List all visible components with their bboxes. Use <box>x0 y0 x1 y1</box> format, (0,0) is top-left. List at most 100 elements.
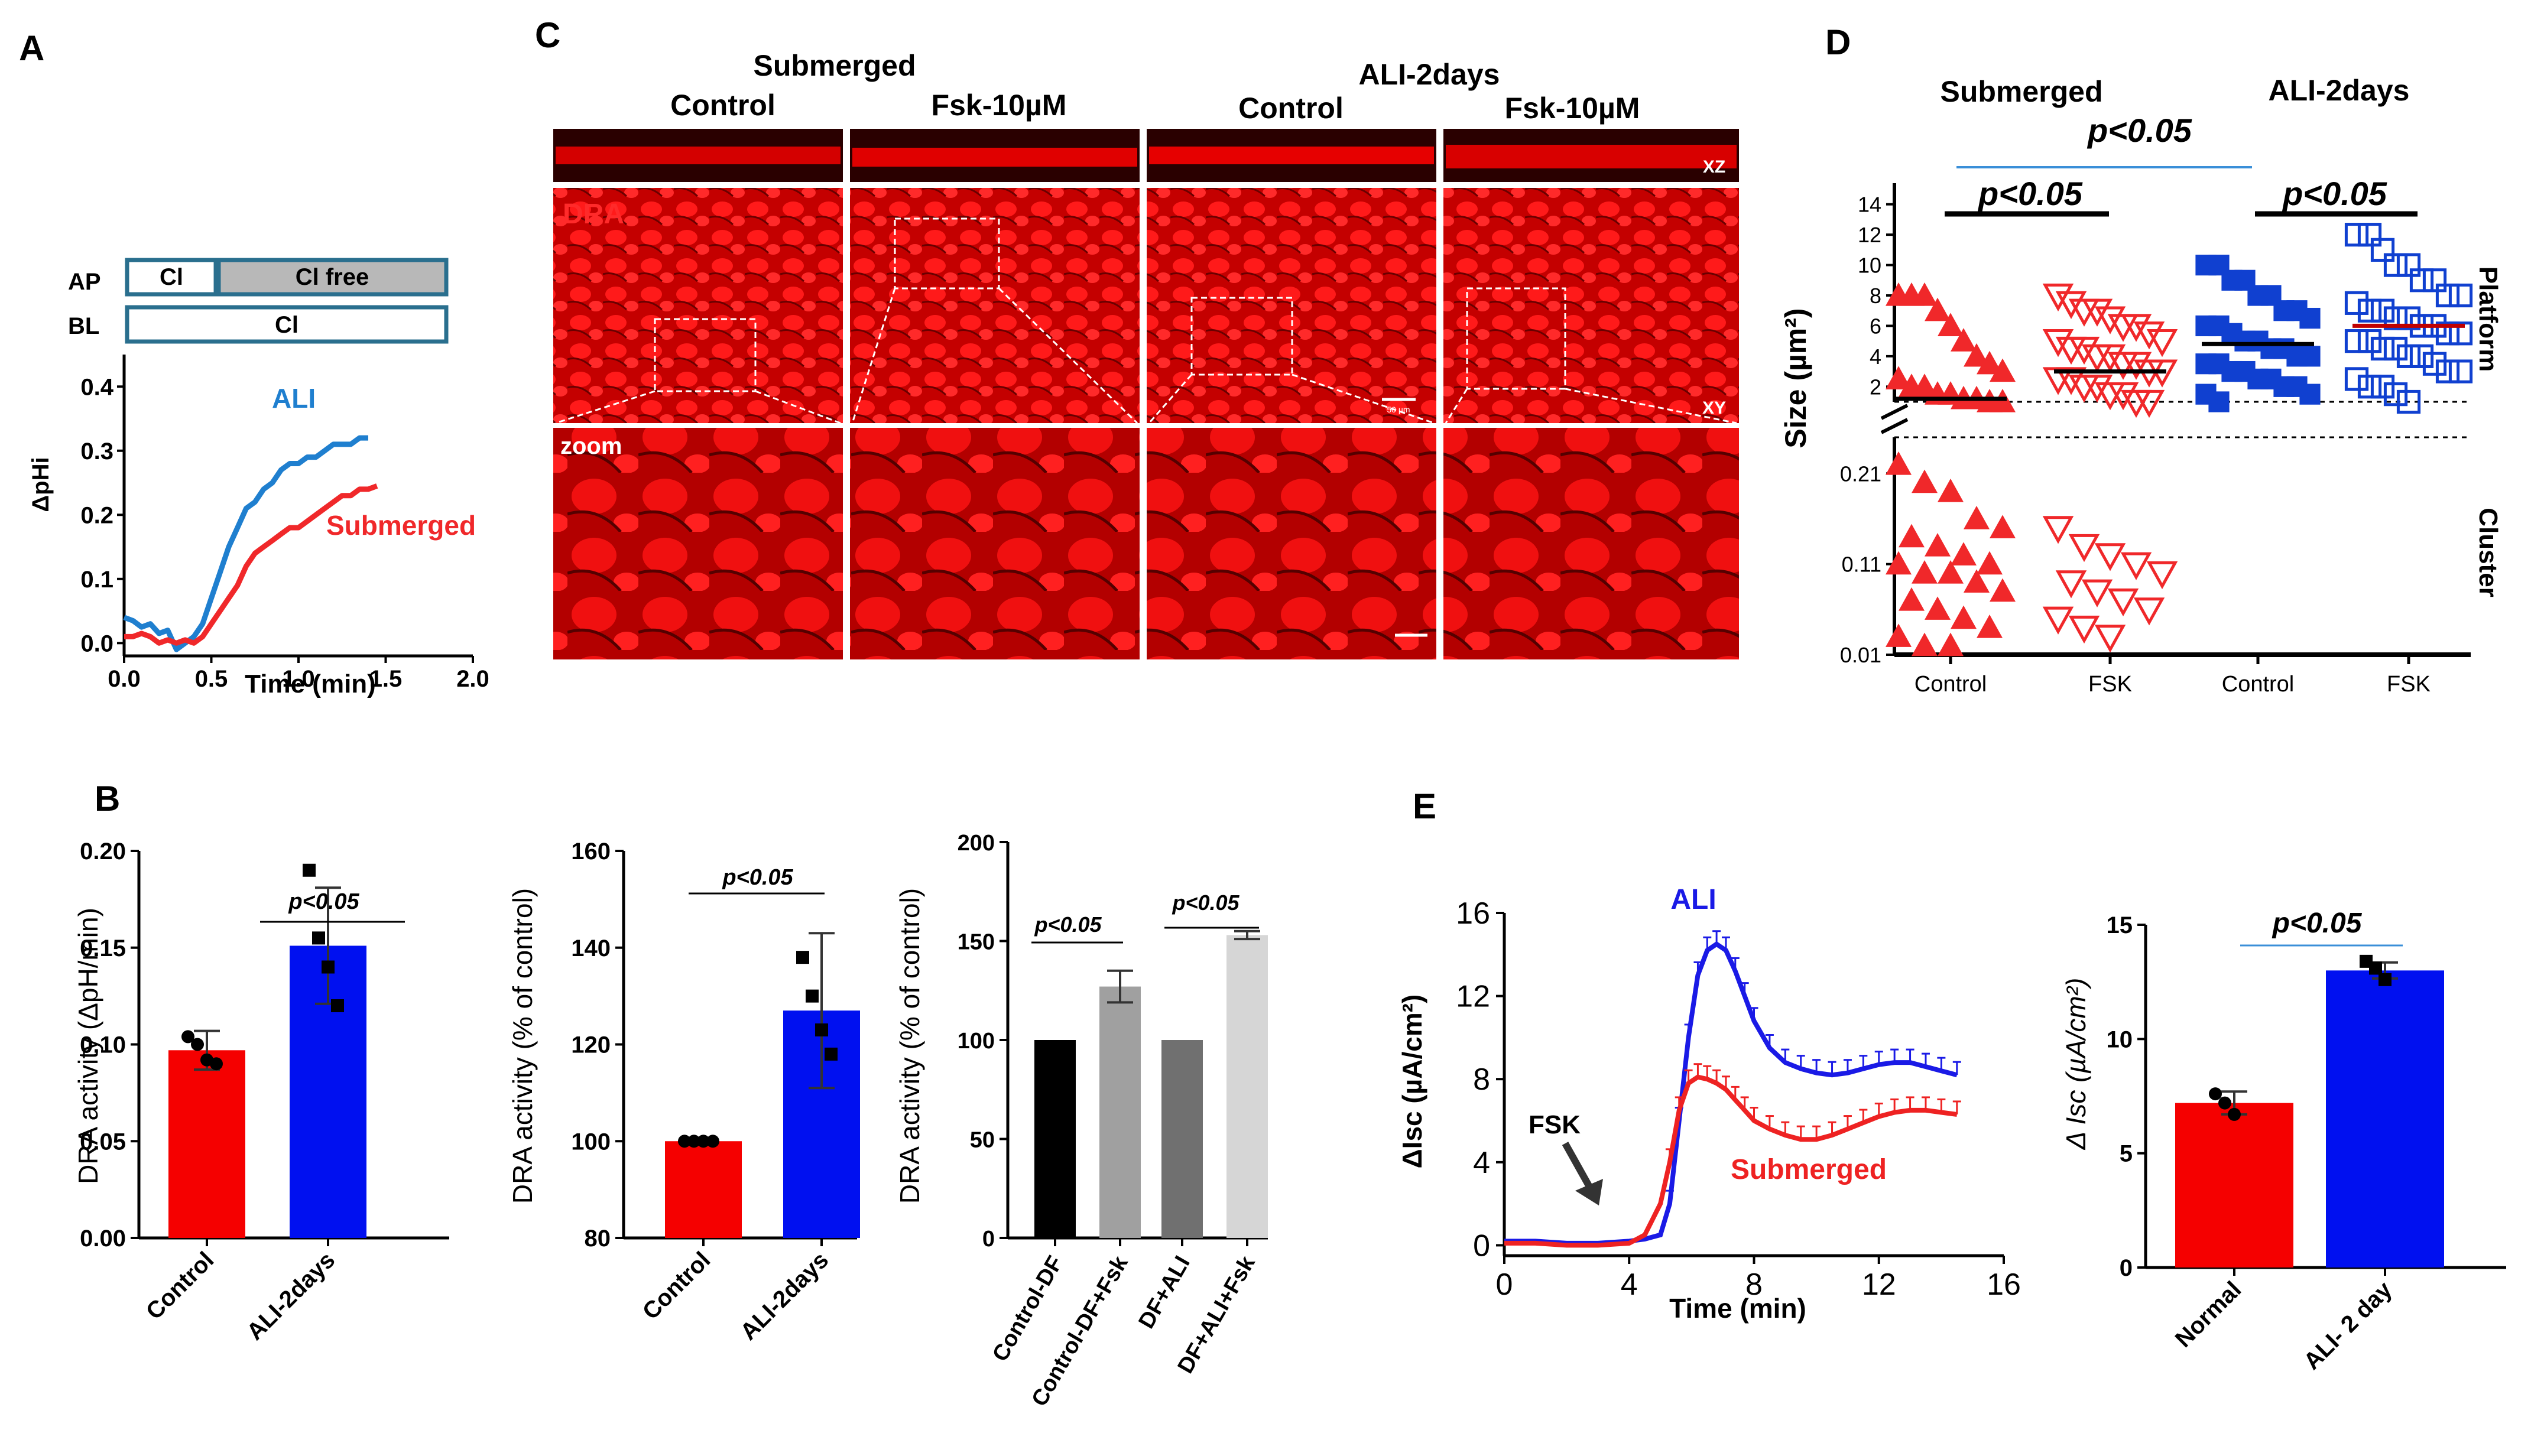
panel-d-point <box>2409 268 2434 292</box>
panel-a-series-submerged <box>124 483 378 646</box>
panel-b2-point <box>806 989 819 1003</box>
panel-d-point <box>2146 561 2178 590</box>
panel-d-point <box>2055 367 2087 395</box>
panel-d-x-tick-label: Control <box>2222 672 2295 697</box>
panel-d-point <box>1938 313 1964 337</box>
panel-c-col-fsk-1: Fsk-10µM <box>932 89 1067 122</box>
panel-d-point <box>2370 238 2395 262</box>
zoom-lines-3 <box>1148 373 1435 424</box>
panel-d-point <box>2370 375 2395 399</box>
panel-a-y-tick-label: 0.3 <box>80 438 113 464</box>
panel-a-cl-box <box>125 258 218 297</box>
panel-e2-x-tick-label: ALI- 2 day <box>2299 1276 2397 1375</box>
panel-d-ylabel: Size (µm²) <box>1779 308 1812 448</box>
panel-a-bl-cl-label: Cl <box>275 312 298 338</box>
panel-a-ali-label: ALI <box>272 383 316 414</box>
panel-d-point <box>1964 569 1990 593</box>
panel-c-group-submerged: Submerged <box>753 49 916 82</box>
panel-d-point <box>2120 552 2152 580</box>
panel-d-point <box>2435 359 2460 384</box>
panel-d-point <box>2448 283 2473 308</box>
panel-e2-point <box>2218 1096 2231 1110</box>
panel-b1-y-tick-label: 0.00 <box>80 1226 126 1252</box>
panel-d-point <box>2357 223 2382 247</box>
panel-a: AP BL Cl Cl free Cl 0.00.10.20.30.40.0 0.… <box>28 258 489 698</box>
panel-b2-point <box>796 951 809 964</box>
panel-b-letter: B <box>95 779 120 818</box>
panel-e1-fsk-arrow-head <box>1575 1179 1603 1205</box>
panel-b1-y-tick-label: 0.15 <box>80 935 126 961</box>
xz-label: XZ <box>1703 157 1725 177</box>
panel-d-letter: D <box>1825 22 1851 62</box>
panel-d-point <box>2107 588 2139 617</box>
panel-e2-point <box>2209 1087 2222 1101</box>
panel-b3-bar <box>1034 1040 1076 1238</box>
panel-b2-ylabel: DRA activity (% of control) <box>507 888 538 1204</box>
panel-c-image-grid: XZ DRA XY 50 µm zoom <box>553 129 1739 659</box>
panel-b3-sig-label: p<0.05 <box>1172 890 1239 915</box>
panel-e1-chart: 0 4 8 12 16 0 4 8 12 16 <box>1456 896 2021 1302</box>
panel-a-y-tick-label: 0.0 <box>80 630 113 656</box>
panel-e2-chart: 0 5 10 15 Normal ALI- 2 day p<0.05 <box>2107 908 2506 1375</box>
panel-a-series-ali <box>123 435 368 652</box>
panel-d-cluster-label: Cluster <box>2474 508 2503 597</box>
zoom-lines-1 <box>555 390 841 424</box>
panel-d-point <box>1990 578 2016 602</box>
panel-d-y-tick-label: 6 <box>1870 314 1881 338</box>
panel-b2-x-tick-label: Control <box>638 1247 716 1325</box>
panel-d-sig-sub: p<0.05 <box>1977 175 2083 212</box>
panel-d-point <box>2208 391 2230 412</box>
panel-a-x-tick-label: 0.0 <box>108 666 141 692</box>
panel-b3-x-tick-label: DF+ALI <box>1134 1252 1195 1333</box>
xz-band-2 <box>852 148 1137 167</box>
panel-a-ylabel: ΔpHi <box>28 457 54 512</box>
panel-d-y-tick-label: 0.01 <box>1840 643 1881 667</box>
panel-b2-chart: 80 100 120 140 160 Control ALI-2days p<0.05 <box>571 838 860 1346</box>
panel-d-point <box>2042 283 2074 312</box>
panel-b1-point <box>303 863 316 877</box>
panel-a-chart: 0.0 0.1 0.2 0.3 0.4 0.0 0.5 1.0 1.5 2.0 <box>80 355 489 692</box>
panel-c-group-ali: ALI-2days <box>1359 58 1500 91</box>
panel-e1-x-tick-label: 16 <box>1987 1268 2021 1302</box>
panel-b1-point <box>322 960 335 974</box>
panel-d-point <box>1912 282 1938 306</box>
panel-b2-point <box>825 1047 838 1061</box>
panel-a-letter: A <box>19 28 44 68</box>
panel-e1-ali-label: ALI <box>1670 884 1716 915</box>
panel-b2-sig-label: p<0.05 <box>722 865 793 890</box>
panel-d-point <box>1977 350 2003 375</box>
panel-a-submerged-label: Submerged <box>326 510 476 541</box>
panel-b3-bar <box>1161 1040 1203 1238</box>
xz-band-3 <box>1149 147 1434 164</box>
panel-a-x-tick-label: 2.0 <box>456 666 489 692</box>
panel-b3-y-tick-label: 150 <box>958 930 995 955</box>
zoom-box-2 <box>894 217 1000 290</box>
panel-d-point <box>2094 625 2126 653</box>
panel-e2-y-tick-label: 15 <box>2107 912 2133 938</box>
panel-d-point <box>2396 306 2421 330</box>
panel-d-point <box>2344 223 2369 247</box>
panel-d-point <box>2357 375 2382 399</box>
panel-c-col-control-2: Control <box>1238 92 1344 125</box>
panel-d-point <box>2357 329 2382 353</box>
panel-c-col-control-1: Control <box>670 89 775 122</box>
panel-e2-ylabel: Δ Isc (µA/cm²) <box>2061 978 2091 1150</box>
panel-a-x-tick-label: 0.5 <box>195 666 228 692</box>
panel-d-point <box>2435 283 2460 308</box>
panel-d-point <box>1938 632 1964 656</box>
panel-d-point <box>2081 298 2113 327</box>
zoom-box-3 <box>1190 297 1293 376</box>
panel-d-y-tick-label: 14 <box>1858 193 1881 217</box>
panel-b1-chart: 0.00 0.05 0.10 0.15 0.20 Control ALI-2days p<0.… <box>80 838 449 1346</box>
panel-d-point <box>2133 389 2165 418</box>
panel-d-point <box>2299 384 2321 405</box>
panel-e2-bar <box>2326 970 2444 1268</box>
panel-d-point <box>2146 329 2178 358</box>
panel-d-point <box>1912 469 1938 493</box>
panel-e1-x-tick-label: 4 <box>1621 1268 1638 1302</box>
panel-d-point <box>1964 506 1990 529</box>
panel-d-point <box>2299 307 2321 329</box>
panel-b1-ylabel: DRA activity (ΔpH/min) <box>73 908 103 1184</box>
